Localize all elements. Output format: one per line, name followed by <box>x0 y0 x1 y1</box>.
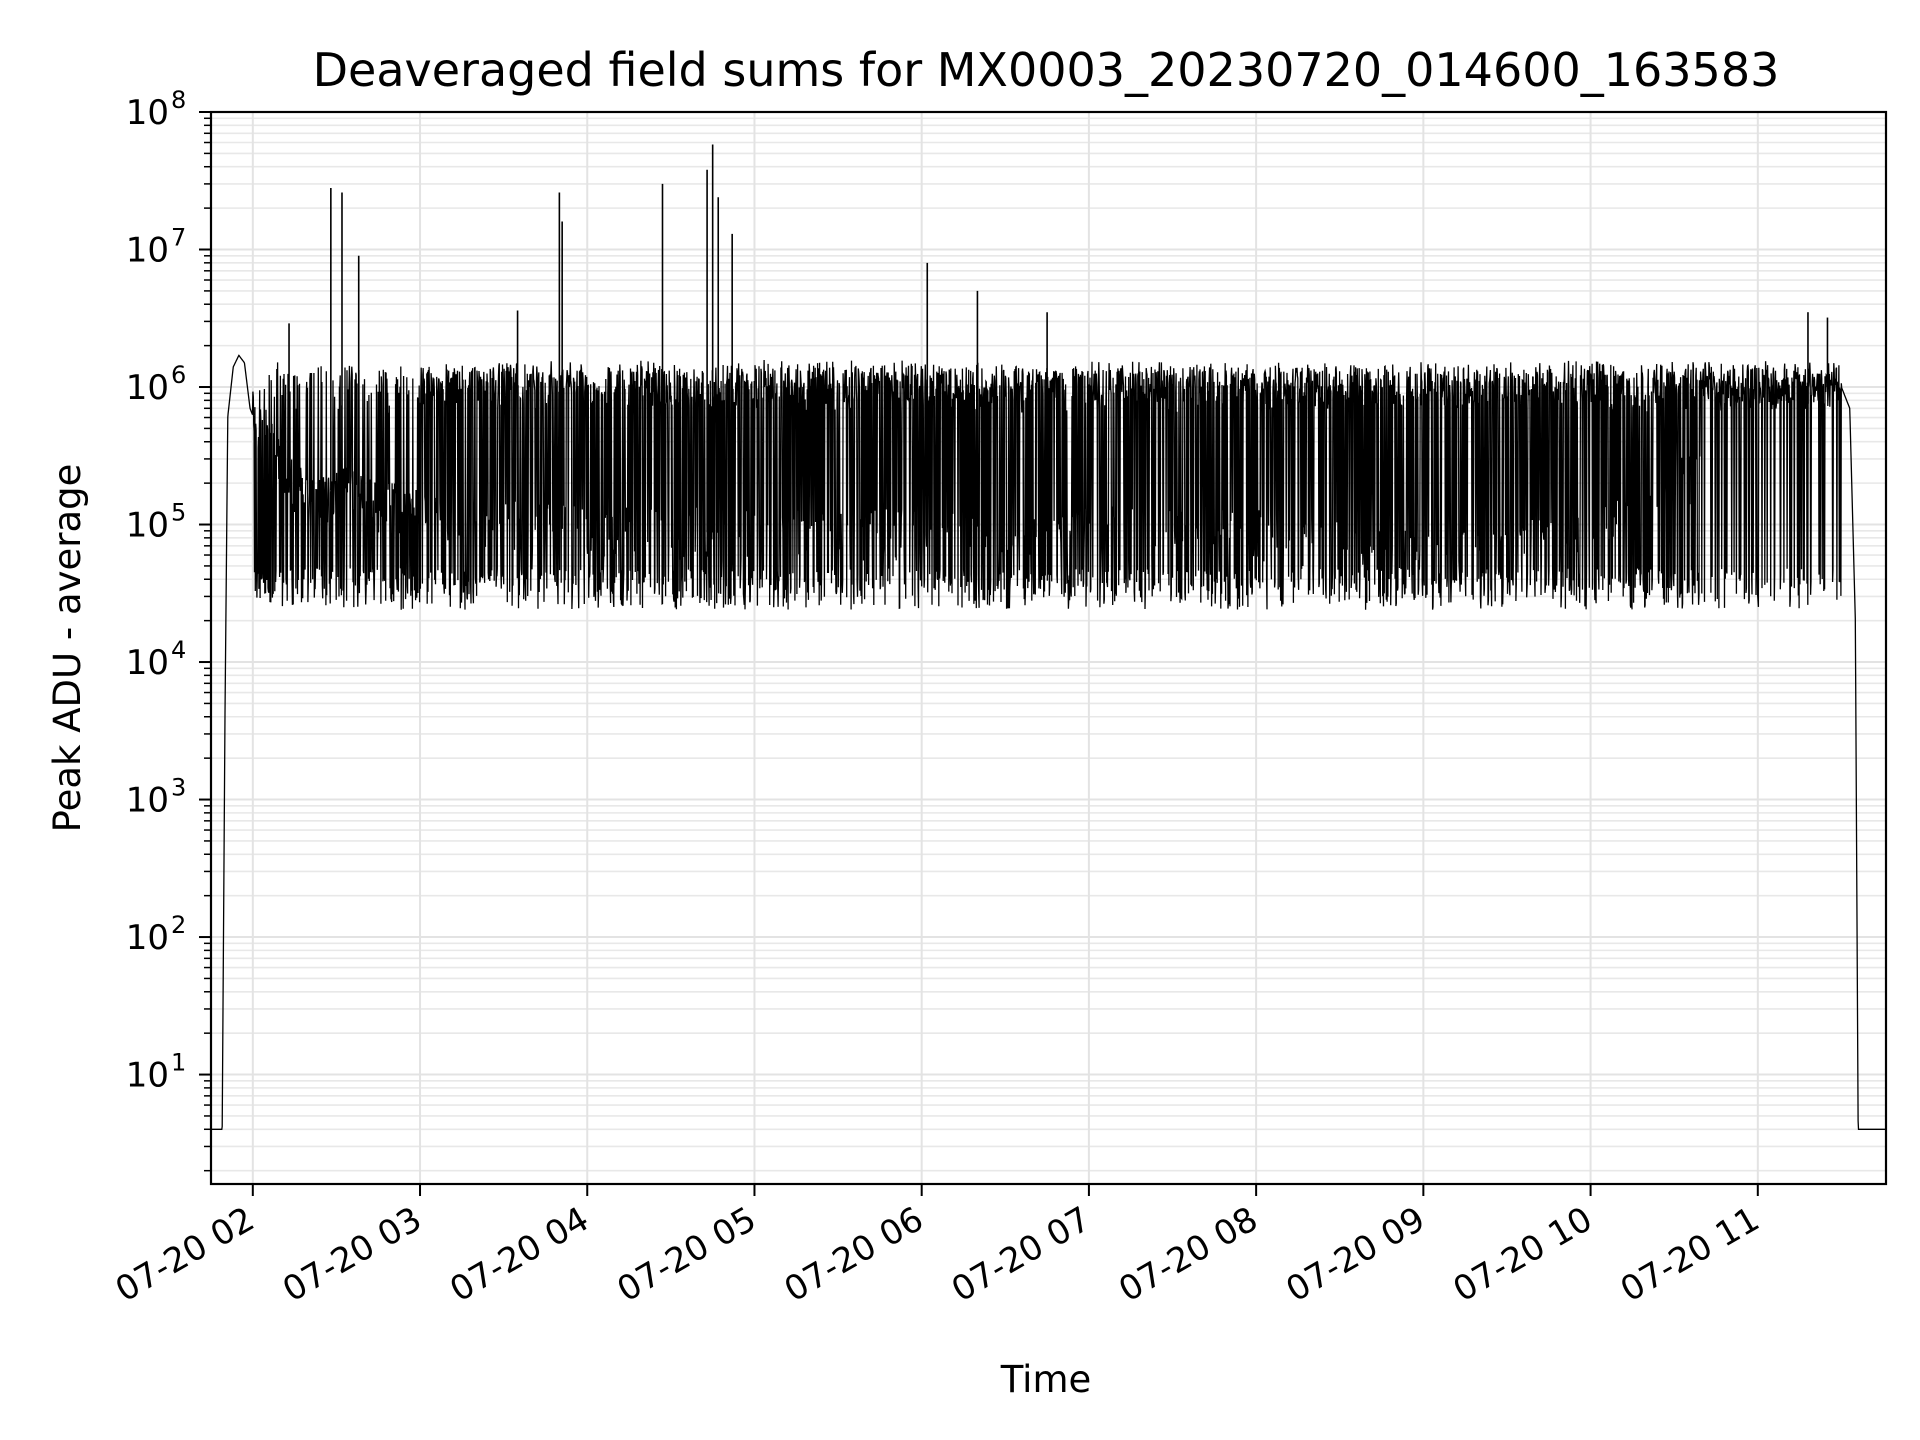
x-axis-label: Time <box>1000 1358 1092 1401</box>
y-tick-label: 10 <box>126 1056 169 1096</box>
y-tick-exponent: 7 <box>171 224 186 252</box>
y-axis-label: Peak ADU - average <box>46 464 89 833</box>
y-tick-exponent: 4 <box>171 636 186 664</box>
y-tick-exponent: 8 <box>171 86 186 114</box>
y-tick-exponent: 6 <box>171 361 186 389</box>
y-tick-exponent: 3 <box>171 774 186 802</box>
y-tick-label: 10 <box>126 506 169 546</box>
y-tick-exponent: 1 <box>171 1049 186 1077</box>
y-tick-exponent: 5 <box>171 499 186 527</box>
y-tick-label: 10 <box>126 643 169 683</box>
chart-title: Deaveraged field sums for MX0003_2023072… <box>313 43 1780 97</box>
y-tick-label: 10 <box>126 781 169 821</box>
y-tick-label: 10 <box>126 93 169 133</box>
y-tick-label: 10 <box>126 918 169 958</box>
plot-frame <box>209 110 1888 1186</box>
y-tick-exponent: 2 <box>171 911 186 939</box>
y-tick-label: 10 <box>126 368 169 408</box>
data-series <box>211 144 1886 1130</box>
series-line <box>211 354 1886 1130</box>
y-tick-label: 10 <box>126 231 169 271</box>
